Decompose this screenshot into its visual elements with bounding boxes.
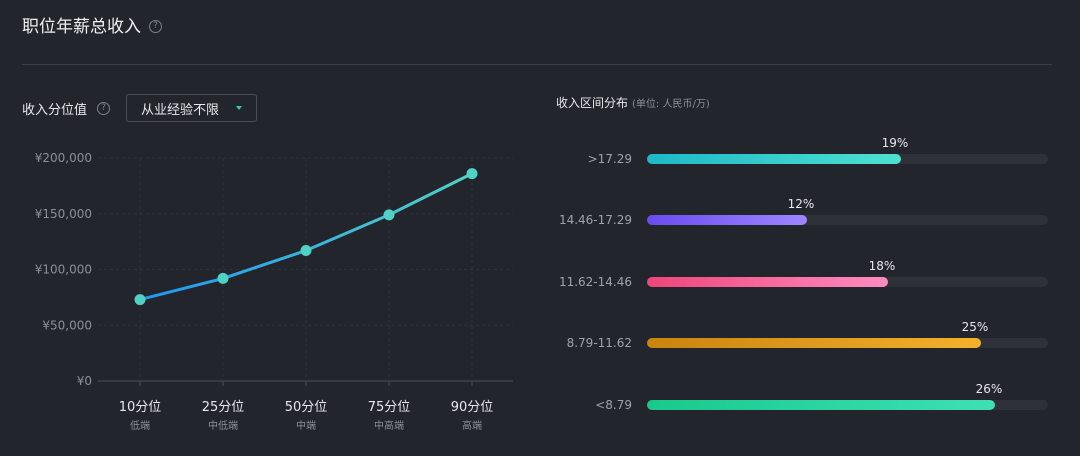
page-title: 职位年薪总收入 ?: [22, 12, 162, 37]
x-tick-label: 90分位: [451, 400, 494, 415]
bar-track: 19%: [647, 136, 1048, 164]
bar-category-label: 8.79-11.62: [566, 336, 632, 350]
x-tick-sublabel: 高端: [462, 419, 482, 432]
bar-fill: [647, 400, 995, 410]
y-tick-label: ¥100,000: [35, 263, 92, 277]
x-tick-label: 25分位: [202, 400, 245, 415]
distribution-unit: (单位: 人民币/万): [632, 99, 710, 110]
experience-select-value: 从业经验不限: [141, 102, 220, 118]
bar-fill: [647, 277, 888, 287]
data-point: [300, 245, 312, 257]
bar-row: 8.79-11.62 25%: [540, 320, 1050, 353]
bar-row: >17.29 19%: [540, 136, 1050, 169]
data-point: [466, 168, 478, 180]
bar-track: 26%: [647, 382, 1048, 410]
bar-fill: [647, 215, 807, 225]
data-point: [217, 272, 229, 284]
bar-fill: [647, 154, 901, 164]
bar-value-label: 26%: [975, 382, 1003, 396]
x-tick-sublabel: 中高端: [374, 419, 404, 432]
bar-value-label: 12%: [787, 197, 815, 211]
bar-row: 11.62-14.46 18%: [540, 259, 1050, 292]
y-tick-label: ¥150,000: [35, 207, 92, 221]
x-tick-label: 75分位: [368, 400, 411, 415]
x-tick-sublabel: 中低端: [208, 419, 238, 432]
percentile-label: 收入分位值: [22, 102, 88, 118]
divider: [22, 64, 1052, 65]
page-title-text: 职位年薪总收入: [22, 17, 141, 37]
bar-row: <8.79 26%: [540, 382, 1050, 415]
y-tick-label: ¥0: [77, 374, 92, 388]
data-point: [134, 294, 146, 306]
distribution-title: 收入区间分布 (单位: 人民币/万): [556, 94, 710, 111]
bar-row: 14.46-17.29 12%: [540, 197, 1050, 230]
bar-fill: [647, 338, 981, 348]
bar-category-label: <8.79: [595, 398, 632, 412]
x-tick-sublabel: 低端: [130, 419, 150, 432]
x-tick-label: 10分位: [119, 400, 162, 415]
percentile-controls: 收入分位值 ? 从业经验不限: [22, 94, 258, 122]
chevron-down-icon: [236, 106, 243, 110]
bar-value-label: 25%: [961, 320, 989, 334]
bar-value-label: 18%: [868, 259, 896, 273]
bar-category-label: 11.62-14.46: [558, 275, 632, 289]
bar-category-label: >17.29: [587, 152, 632, 166]
bar-value-label: 19%: [881, 136, 909, 150]
help-icon[interactable]: ?: [97, 101, 111, 115]
bar-track: 25%: [647, 320, 1048, 348]
x-tick-sublabel: 中端: [296, 419, 316, 432]
data-point: [383, 209, 395, 221]
y-tick-label: ¥50,000: [42, 318, 92, 332]
distribution-title-text: 收入区间分布: [556, 96, 629, 110]
x-tick-label: 50分位: [285, 400, 328, 415]
bar-track: 12%: [647, 197, 1048, 225]
bar-track: 18%: [647, 259, 1048, 287]
y-tick-label: ¥200,000: [35, 151, 92, 165]
bar-category-label: 14.46-17.29: [558, 213, 632, 227]
help-icon[interactable]: ?: [149, 20, 162, 33]
experience-select[interactable]: 从业经验不限: [126, 94, 258, 122]
